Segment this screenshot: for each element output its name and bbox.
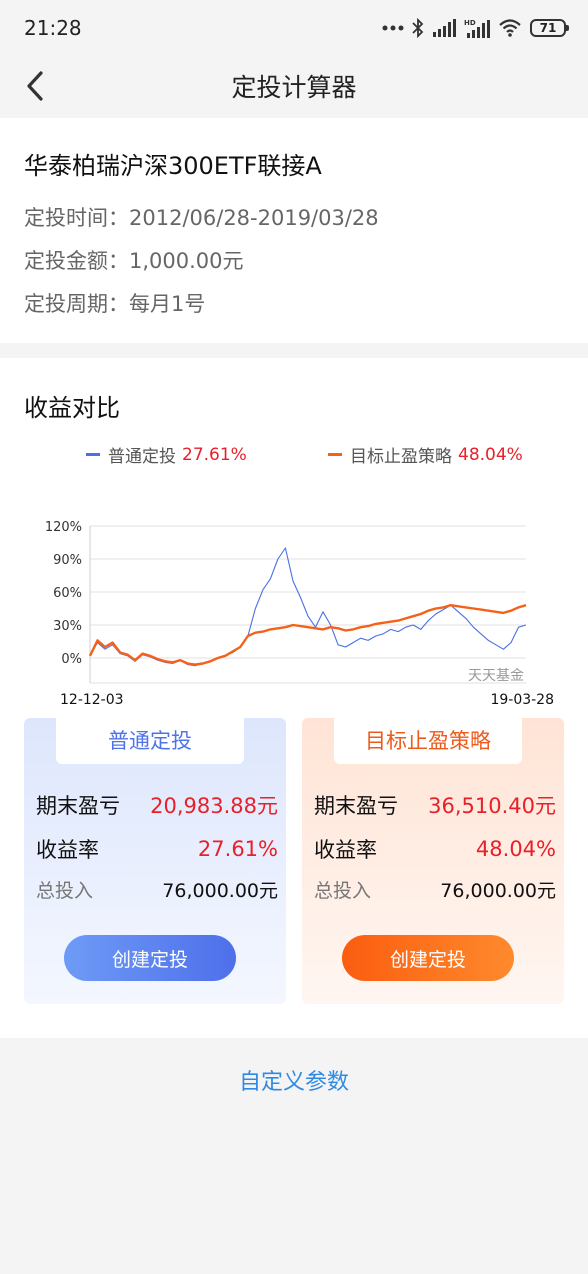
return-compare-card: 收益对比 普通定投 27.61% 目标止盈策略 48.04% 120% 90% 60… [0, 358, 588, 1038]
plan-normal-profit-value: 20,983.88元 [150, 794, 278, 818]
svg-text:HD: HD [464, 19, 476, 27]
plan-target-box: 目标止盈策略 期末盈亏 36,510.40元 收益率 48.04% 总投入 76… [302, 718, 564, 1004]
plan-normal-rate-row: 收益率 27.61% [36, 834, 278, 864]
x-start-label: 12-12-03 [60, 692, 124, 708]
nav-bar: 定投计算器 [0, 56, 588, 116]
plan-normal-profit-label: 期末盈亏 [36, 794, 120, 818]
y-tick-label: 90% [53, 553, 82, 568]
y-tick-label: 0% [61, 652, 82, 667]
plan-normal-rate-value: 27.61% [197, 837, 278, 861]
invest-cycle-label: 定投周期： [24, 292, 129, 316]
series-line-target [88, 603, 527, 666]
legend-normal-swatch [86, 453, 100, 456]
legend-target: 目标止盈策略 48.04% [328, 442, 523, 467]
plan-normal-invest-row: 总投入 76,000.00元 [36, 876, 278, 903]
page-title: 定投计算器 [231, 73, 357, 102]
legend-target-swatch [328, 453, 342, 456]
status-icons: HD 71 [382, 18, 569, 38]
legend-target-pct: 48.04% [458, 444, 523, 465]
plan-normal-rate-label: 收益率 [36, 838, 99, 862]
y-tick-label: 30% [53, 619, 82, 634]
custom-params-link[interactable]: 自定义参数 [238, 1070, 349, 1095]
x-end-label: 19-03-28 [490, 692, 554, 708]
fund-info-card: 华泰柏瑞沪深300ETF联接A 定投时间：2012/06/28-2019/03/… [0, 118, 588, 343]
plan-normal-profit-row: 期末盈亏 20,983.88元 [36, 790, 278, 820]
return-line-chart: 120% 90% 60% 30% 0% 天天基金 12-12-03 19-03-28 [45, 520, 554, 708]
plan-target-profit-row: 期末盈亏 36,510.40元 [314, 790, 556, 820]
plan-normal-invest-value: 76,000.00元 [162, 880, 278, 902]
hd-signal-icon: HD [464, 19, 490, 38]
plan-target-rate-value: 48.04% [475, 837, 556, 861]
plan-normal-title: 普通定投 [56, 718, 244, 764]
fund-name: 华泰柏瑞沪深300ETF联接A [24, 152, 322, 180]
y-tick-label: 120% [45, 520, 82, 535]
more-dots-icon [382, 25, 404, 31]
invest-amount-value: 1,000.00元 [129, 249, 244, 273]
signal-icon [433, 19, 456, 37]
legend-normal: 普通定投 27.61% [86, 442, 247, 467]
invest-cycle-value: 每月1号 [129, 292, 206, 316]
plan-target-invest-label: 总投入 [314, 880, 372, 902]
chart-watermark: 天天基金 [468, 667, 524, 684]
status-time: 21:28 [24, 16, 82, 40]
wifi-icon [499, 19, 521, 37]
plan-target-profit-value: 36,510.40元 [428, 794, 556, 818]
create-normal-plan-button[interactable]: 创建定投 [64, 935, 236, 981]
plan-normal-box: 普通定投 期末盈亏 20,983.88元 收益率 27.61% 总投入 76,0… [24, 718, 286, 1004]
plan-target-invest-row: 总投入 76,000.00元 [314, 876, 556, 903]
plan-target-profit-label: 期末盈亏 [314, 794, 398, 818]
compare-title: 收益对比 [24, 394, 120, 422]
invest-period-value: 2012/06/28-2019/03/28 [129, 206, 379, 230]
bluetooth-icon [412, 18, 424, 38]
status-bar: 21:28 HD 71 [0, 0, 588, 56]
invest-cycle-row: 定投周期：每月1号 [24, 289, 564, 332]
plan-target-title: 目标止盈策略 [334, 718, 522, 764]
legend-target-name: 目标止盈策略 [350, 447, 452, 467]
legend-normal-name: 普通定投 [108, 447, 176, 467]
plan-target-rate-label: 收益率 [314, 838, 377, 862]
chevron-left-icon[interactable] [24, 70, 46, 102]
legend-normal-pct: 27.61% [182, 444, 247, 465]
plan-target-rate-row: 收益率 48.04% [314, 834, 556, 864]
create-target-plan-button[interactable]: 创建定投 [342, 935, 514, 981]
invest-amount-row: 定投金额：1,000.00元 [24, 246, 564, 289]
invest-amount-label: 定投金额： [24, 249, 129, 273]
plan-target-invest-value: 76,000.00元 [440, 880, 556, 902]
y-tick-label: 60% [53, 586, 82, 601]
invest-period-label: 定投时间： [24, 206, 129, 230]
invest-period-row: 定投时间：2012/06/28-2019/03/28 [24, 203, 564, 246]
battery-icon: 71 [530, 19, 569, 37]
plan-normal-invest-label: 总投入 [36, 880, 94, 902]
